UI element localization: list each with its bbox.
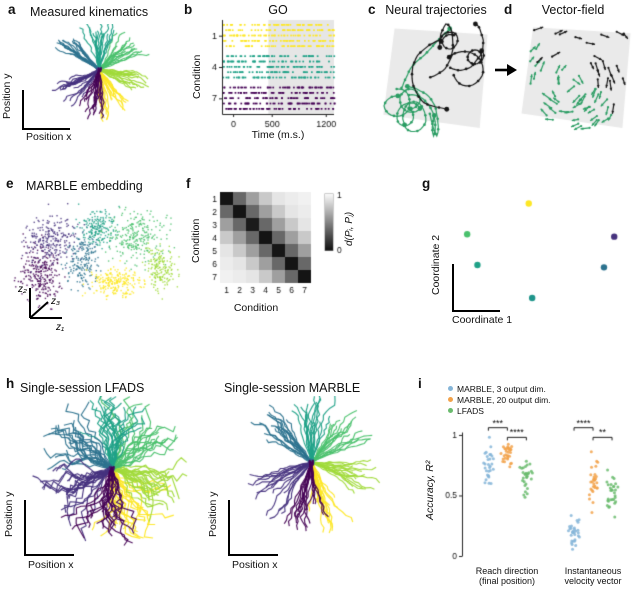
group-label-line-1: Instantaneous [564,566,622,576]
panel-f-xlabel: Condition [233,302,279,314]
panel-a-xy-axis [22,90,70,130]
panel-h-marble-trajectory-plot [218,396,398,554]
legend-label-lfads: LFADS [457,405,484,416]
panel-h-lfads-xlabel: Position x [28,559,74,571]
colorbar-label: d(Pᵢ, Pⱼ) [344,211,355,247]
legend-dot-marble-3dim [448,386,453,391]
z3-axis-label: z₃ [50,296,60,307]
legend-item-lfads: LFADS [448,405,551,416]
panel-b-raster-plot [206,16,340,140]
panel-h-title-lfads: Single-session LFADS [20,381,145,395]
panel-a-xlabel: Position x [26,131,72,143]
panel-h-lfads-ylabel: Position y [3,491,15,537]
panel-g-xy-axis [452,264,500,312]
panel-c-letter: c [368,2,376,17]
legend-item-marble-20dim: MARBLE, 20 output dim. [448,394,551,405]
panel-e-title: MARBLE embedding [26,179,143,193]
panel-d-letter: d [504,2,513,17]
group-label-instantaneous-velocity: Instantaneous velocity vector [548,566,638,586]
legend-dot-marble-20dim [448,397,453,402]
panel-f-distance-heatmap [204,186,356,318]
panel-e-embedding-scatter [12,192,184,320]
panel-h-lfads-xy-axis [24,500,74,556]
legend-label-marble-3dim: MARBLE, 3 output dim. [457,383,546,394]
panel-d-title: Vector-field [541,3,605,17]
group-label-line-2: (final position) [478,576,536,586]
panel-f-ylabel: Condition [190,218,202,264]
panel-a-letter: a [8,2,16,17]
panel-i-accuracy-strip-plot [444,416,636,564]
panel-h-marble-ylabel: Position y [207,491,219,537]
panel-g-ylabel: Coordinate 2 [430,234,442,296]
panel-a-ylabel: Position y [1,73,13,119]
panel-c-title: Neural trajectories [385,3,487,17]
legend-item-marble-3dim: MARBLE, 3 output dim. [448,383,551,394]
z2-axis-label: z₂ [17,284,27,295]
panel-h-title-marble: Single-session MARBLE [224,381,361,395]
panel-d-vector-field-plot [518,20,634,140]
panel-i-letter: i [418,376,422,391]
panel-c-neural-trajectories-plot [380,20,492,140]
panel-b-ylabel: Condition [191,54,203,100]
legend: MARBLE, 3 output dim. MARBLE, 20 output … [448,383,551,416]
z1-axis-label: z₁ [55,322,64,333]
panel-f-letter: f [186,176,191,191]
panel-e-letter: e [6,176,14,191]
panel-h-marble-xy-axis [228,500,278,556]
arrow-right-icon [495,64,517,76]
panel-h-marble-xlabel: Position x [232,559,278,571]
legend-label-marble-20dim: MARBLE, 20 output dim. [457,394,551,405]
panel-b-title: GO [268,3,288,17]
group-label-line-1: Reach direction [475,566,539,576]
panel-g-embedding-centroids-plot [444,186,634,330]
legend-dot-lfads [448,408,453,413]
panel-h-letter: h [6,376,15,391]
panel-g-letter: g [422,176,431,191]
panel-b-xlabel: Time (m.s.) [251,129,305,141]
panel-b-letter: b [184,2,193,17]
panel-g-xlabel: Coordinate 1 [452,314,513,326]
embedding-3d-axes-icon: z₂ z₃ z₁ [17,284,64,333]
group-label-reach-direction: Reach direction (final position) [462,566,552,586]
panel-a-trajectory-plot [14,24,172,128]
group-label-line-2: velocity vector [564,576,622,586]
panel-a-title: Measured kinematics [30,5,149,19]
panel-h-lfads-trajectory-plot [14,396,210,554]
panel-i-ylabel: Accuracy, R² [424,460,436,520]
